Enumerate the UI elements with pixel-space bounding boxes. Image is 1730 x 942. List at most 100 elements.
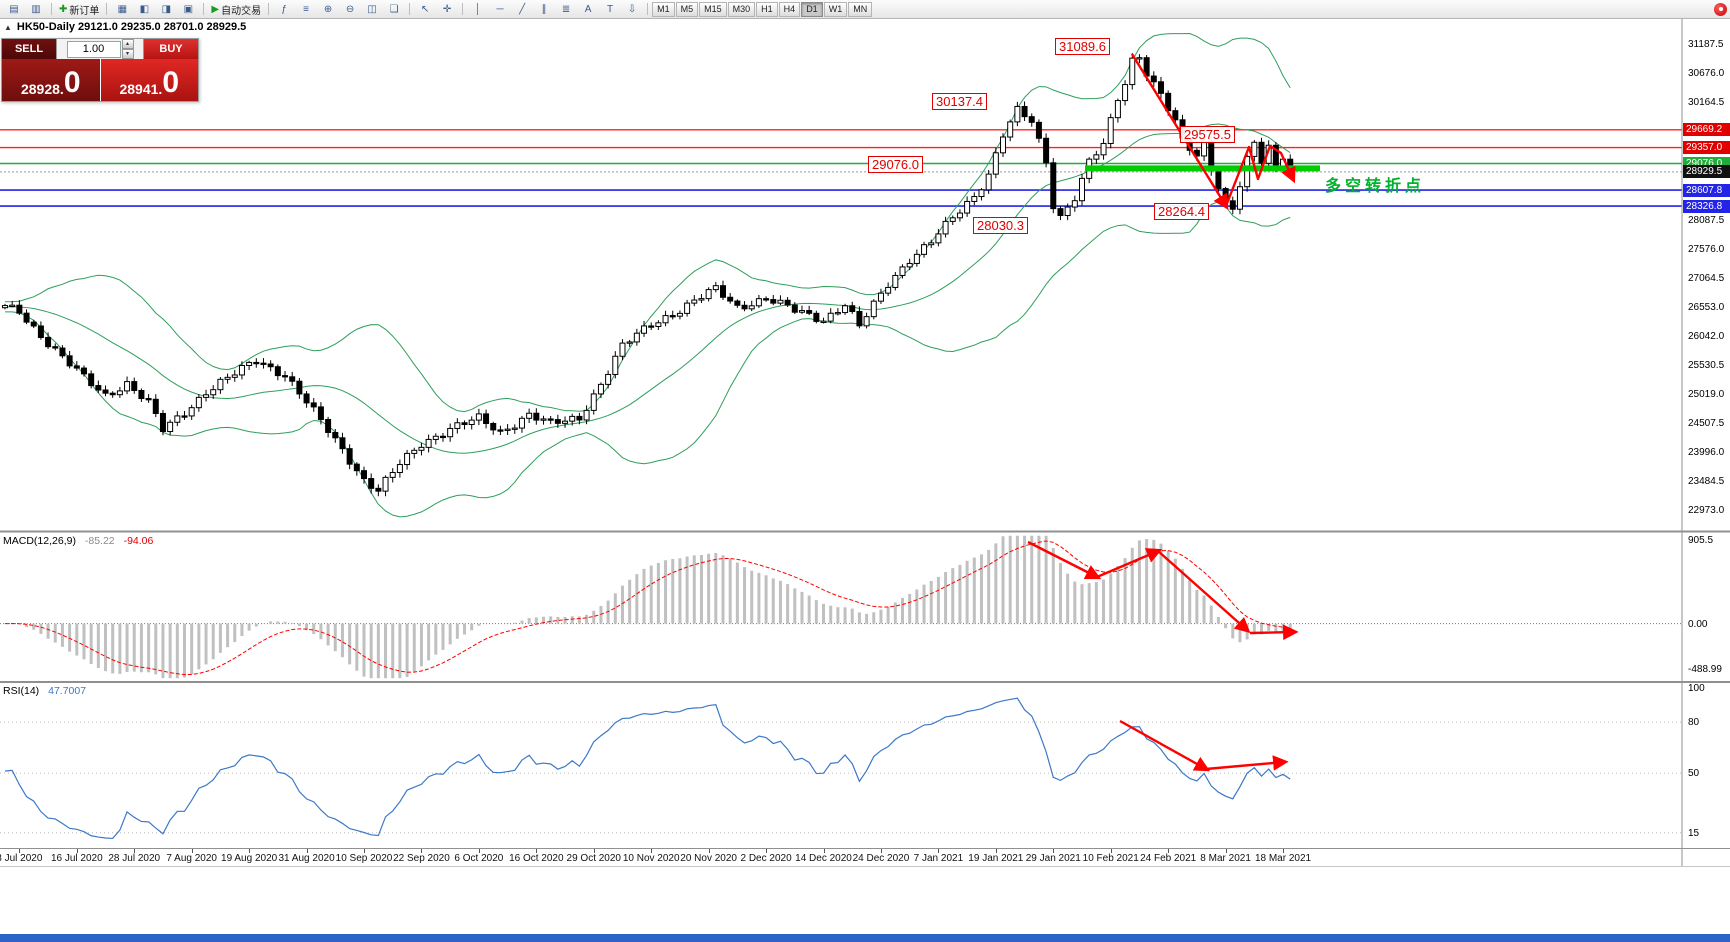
time-tick <box>880 849 882 853</box>
zoom-in-icon: ⊕ <box>323 3 333 15</box>
buy-price-frac: 0 <box>162 66 179 99</box>
new-chart-icon[interactable]: ▤ <box>3 2 25 17</box>
time-tick <box>306 849 308 853</box>
timeframe-mn[interactable]: MN <box>848 1 873 17</box>
date-label: 28 Jul 2020 <box>108 853 161 864</box>
fibonacci-icon: ≣ <box>561 3 571 15</box>
time-tick <box>478 849 480 853</box>
vertical-line-icon[interactable]: │ <box>467 2 489 17</box>
time-tick <box>249 849 251 853</box>
timeframe-w1[interactable]: W1 <box>823 1 848 17</box>
price-tick: 25019.0 <box>1688 388 1725 400</box>
horizontal-line-icon[interactable]: ─ <box>489 2 511 17</box>
timeframe-h4[interactable]: H4 <box>778 1 801 17</box>
price-tick: 27576.0 <box>1688 243 1725 255</box>
sell-price-main: 28928 <box>20 81 60 97</box>
main-toolbar: ▤ ▥ ✚ 新订单 ▦ ◧ ◨ ▣ ▶ 自动交易 ƒ ≡ ⊕ ⊖ ◫ ❏ ↖ ✛ │ ─ ╱ ∥ ≣ A T ⇩ M1 M5 M15 M… <box>0 0 1730 19</box>
time-tick <box>1053 849 1055 853</box>
price-annotation[interactable]: 29076.0 <box>868 156 923 173</box>
timeframe-toolbar: M1 M5 M15 M30 H1 H4 D1 W1 MN <box>652 1 873 17</box>
cascade-windows-icon[interactable]: ❏ <box>383 2 405 17</box>
navigator-icon[interactable]: ◨ <box>155 2 177 17</box>
time-tick <box>593 849 595 853</box>
volume-input[interactable] <box>66 40 121 58</box>
date-label: 10 Feb 2021 <box>1082 853 1139 864</box>
trendline-icon: ╱ <box>519 3 526 15</box>
volume-up-button[interactable]: ▴ <box>121 39 134 49</box>
date-label: 19 Jan 2021 <box>968 853 1024 864</box>
price-tick: 26553.0 <box>1688 301 1725 313</box>
volume-down-button[interactable]: ▾ <box>121 49 134 59</box>
auto-trading-button[interactable]: ▶ 自动交易 <box>208 2 264 17</box>
date-label: 7 Jan 2021 <box>913 853 964 864</box>
data-window-icon: ◧ <box>139 3 150 15</box>
date-label: 16 Oct 2020 <box>509 853 564 864</box>
price-annotation[interactable]: 28030.3 <box>973 217 1028 234</box>
timeframe-h1[interactable]: H1 <box>756 1 778 17</box>
timeframe-m15[interactable]: M15 <box>699 1 727 17</box>
time-tick <box>76 849 78 853</box>
crosshair-icon[interactable]: ✛ <box>436 2 458 17</box>
cursor-icon[interactable]: ↖ <box>414 2 436 17</box>
price-annotation[interactable]: 30137.4 <box>932 93 987 110</box>
time-tick <box>19 849 21 853</box>
time-tick <box>421 849 423 853</box>
sell-button[interactable]: SELL <box>2 39 56 59</box>
zoom-out-icon[interactable]: ⊖ <box>339 2 361 17</box>
date-label: 8 Mar 2021 <box>1200 853 1251 864</box>
date-label: 10 Nov 2020 <box>622 853 680 864</box>
tile-windows-icon[interactable]: ◫ <box>361 2 383 17</box>
timeframe-m5[interactable]: M5 <box>675 1 699 17</box>
timeframe-d1[interactable]: D1 <box>801 1 823 17</box>
chart-profiles-icon[interactable]: ▥ <box>25 2 47 17</box>
new-chart-icon: ▤ <box>9 3 19 15</box>
text-icon[interactable]: A <box>577 2 599 17</box>
terminal-icon: ▣ <box>183 3 194 15</box>
timeframe-m30[interactable]: M30 <box>727 1 756 17</box>
zoom-in-icon[interactable]: ⊕ <box>317 2 339 17</box>
indicators-icon[interactable]: ƒ <box>273 2 295 17</box>
date-label: 29 Jan 2021 <box>1025 853 1081 864</box>
buy-price-button[interactable]: 28941. 0 <box>100 59 198 101</box>
fibonacci-icon[interactable]: ≣ <box>555 2 577 17</box>
auto-trading-icon: ▶ <box>211 3 220 15</box>
volume-spinner: ▴ ▾ <box>121 39 134 59</box>
price-tick: 23996.0 <box>1688 446 1725 458</box>
notification-icon[interactable] <box>1714 2 1727 16</box>
data-window-icon[interactable]: ◧ <box>133 2 155 17</box>
equidistant-channel-icon[interactable]: ∥ <box>533 2 555 17</box>
crosshair-icon: ✛ <box>442 3 452 15</box>
volume-field-wrap: ▴ ▾ <box>56 39 144 59</box>
price-tick: 22973.0 <box>1688 504 1725 516</box>
timeframe-m1[interactable]: M1 <box>652 1 675 17</box>
price-tick: 23484.5 <box>1688 475 1725 487</box>
time-tick <box>1110 849 1112 853</box>
macd-scale-tick: -488.99 <box>1688 663 1722 675</box>
horizontal-line-icon: ─ <box>496 3 504 15</box>
market-watch-icon[interactable]: ▦ <box>111 2 133 17</box>
sell-price-button[interactable]: 28928. 0 <box>2 59 101 101</box>
price-tick: 24507.5 <box>1688 417 1725 429</box>
date-label: 31 Aug 2020 <box>278 853 335 864</box>
toolbar-right <box>1714 2 1727 16</box>
arrow-tools-icon[interactable]: ⇩ <box>621 2 643 17</box>
new-order-button[interactable]: ✚ 新订单 <box>56 2 102 17</box>
label-icon[interactable]: T <box>599 2 621 17</box>
price-annotation[interactable]: 31089.6 <box>1055 38 1110 55</box>
date-label: 24 Feb 2021 <box>1140 853 1197 864</box>
tile-windows-icon: ◫ <box>367 3 377 15</box>
indicator-windows-icon[interactable]: ≡ <box>295 2 317 17</box>
price-annotation[interactable]: 28264.4 <box>1154 203 1209 220</box>
buy-button[interactable]: BUY <box>144 39 198 59</box>
terminal-icon[interactable]: ▣ <box>177 2 199 17</box>
one-click-toggle-icon[interactable]: ▲ <box>4 22 12 32</box>
toolbar-separator <box>203 3 205 15</box>
date-label: 7 Aug 2020 <box>166 853 217 864</box>
macd-scale-tick: 905.5 <box>1688 534 1714 546</box>
price-annotation[interactable]: 29575.5 <box>1180 126 1235 143</box>
price-marker: 28607.8 <box>1683 183 1730 197</box>
time-tick <box>1168 849 1170 853</box>
trendline-icon[interactable]: ╱ <box>511 2 533 17</box>
indicator-windows-icon: ≡ <box>303 3 310 15</box>
